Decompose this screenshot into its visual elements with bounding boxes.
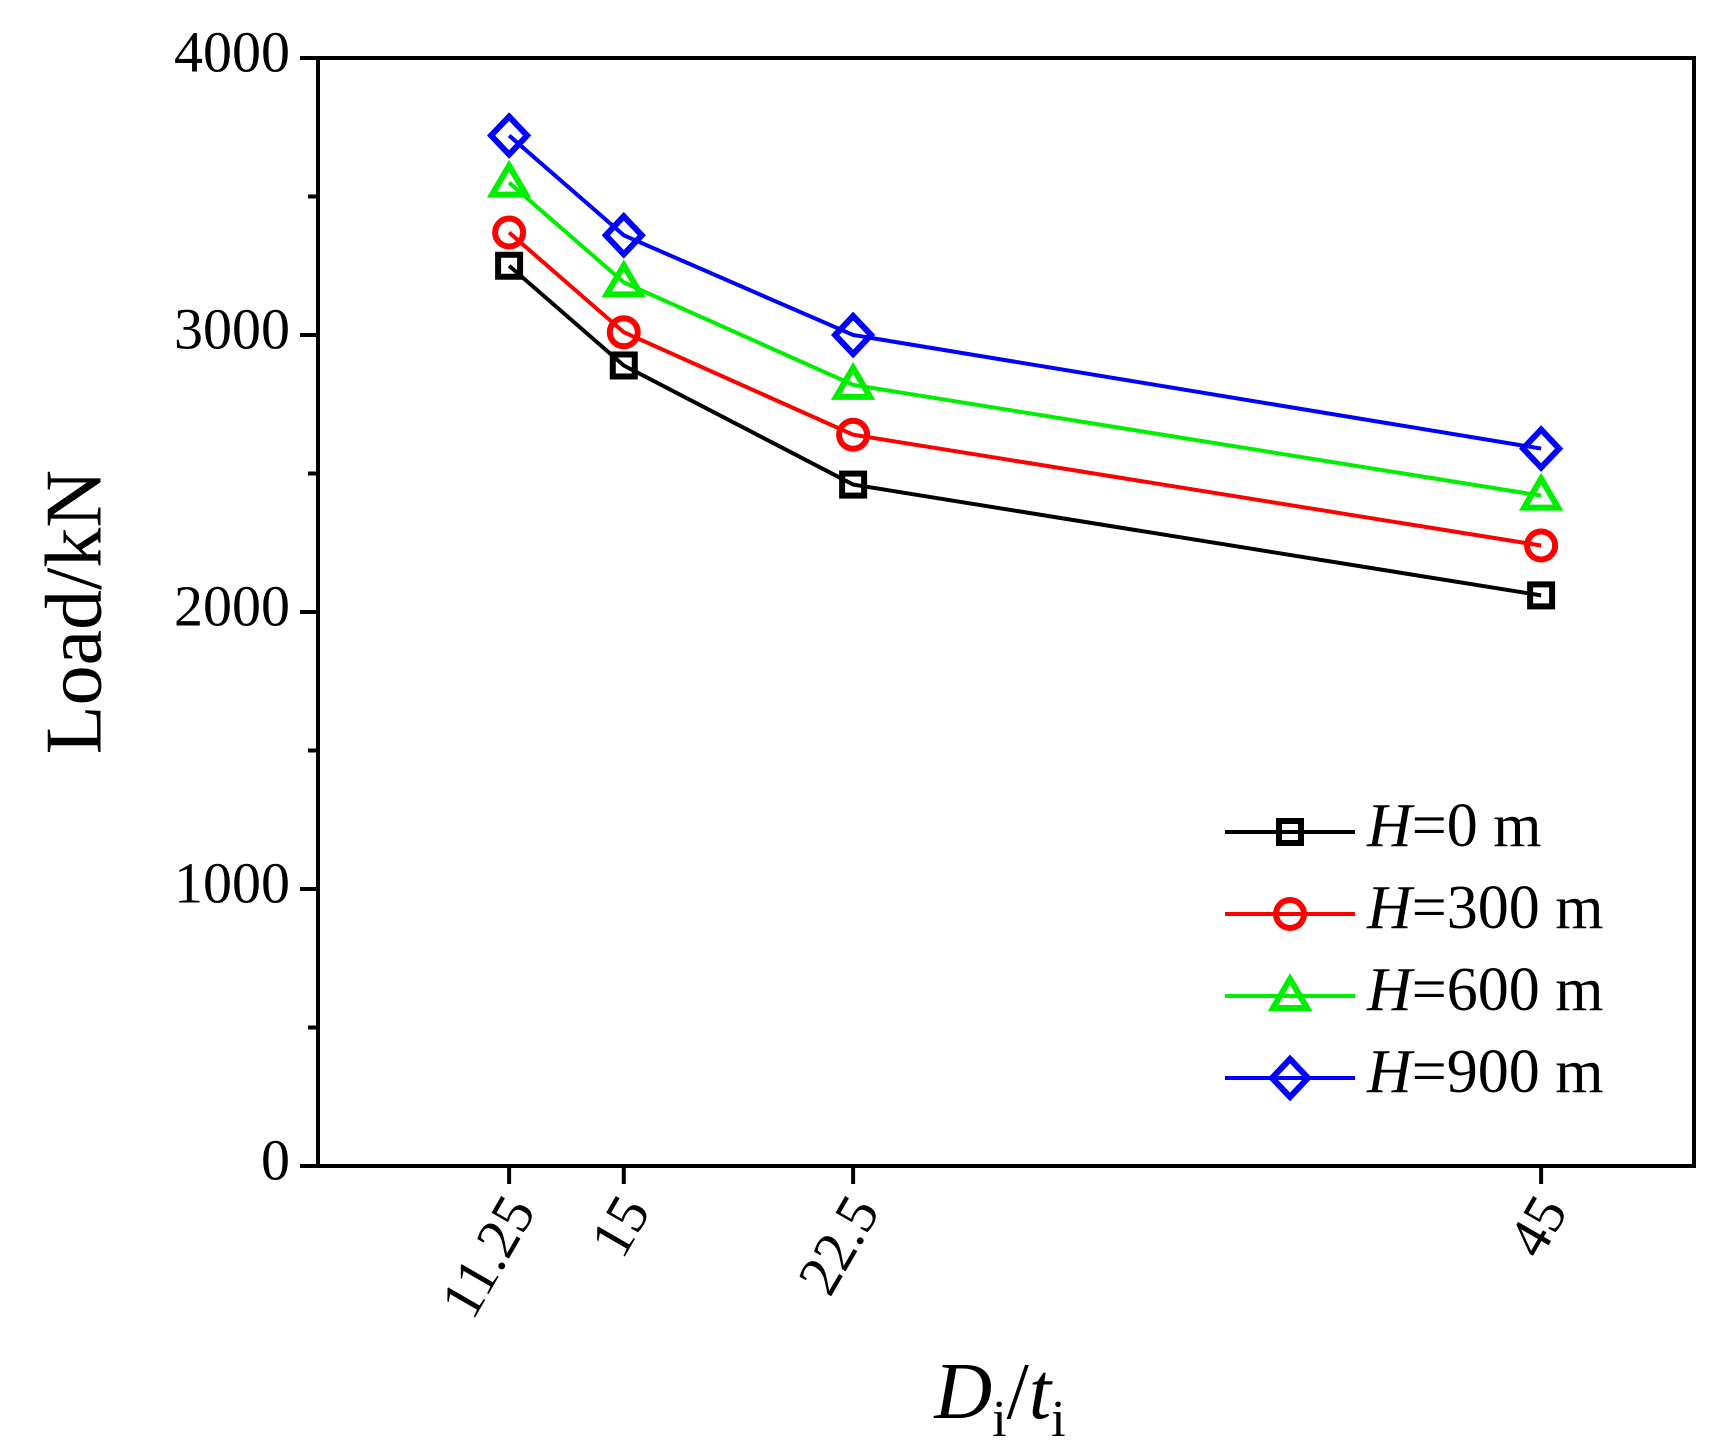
data-point (830, 361, 876, 400)
data-point (486, 112, 532, 159)
legend-marker (1267, 1054, 1313, 1102)
data-point (1518, 472, 1564, 511)
data-point (1527, 581, 1556, 610)
x-axis-label-sub-i1: i (992, 1391, 1006, 1448)
x-axis-label-t: t (1029, 1348, 1053, 1436)
x-axis-label-sub-i2: i (1051, 1391, 1065, 1448)
data-point (495, 251, 524, 280)
legend-marker (1267, 973, 1313, 1011)
series-layer (486, 112, 1564, 610)
data-point (609, 351, 638, 380)
legend-marker (1276, 818, 1304, 846)
data-point (830, 311, 876, 359)
series-line (507, 181, 1542, 498)
data-point (836, 417, 871, 452)
series-line (507, 231, 1542, 548)
legend-label-value: =0 m (1412, 792, 1542, 860)
y-tick-label: 2000 (174, 573, 290, 638)
legend-label-var: H (1366, 792, 1415, 860)
legend-label: H=0 m (1366, 792, 1541, 860)
plot-frame (316, 56, 1696, 1168)
data-point (486, 159, 532, 198)
y-tick-label: 3000 (174, 296, 290, 361)
x-axis-label: Di/ti (933, 1348, 1065, 1448)
data-point (492, 215, 527, 250)
y-axis-label: Load/kN (30, 470, 118, 754)
data-point (601, 259, 647, 298)
legend-label: H=900 m (1366, 1038, 1603, 1106)
data-point (1524, 528, 1559, 563)
legend-label: H=300 m (1366, 874, 1603, 942)
series-0 (495, 251, 1556, 610)
x-axis-label-slash: / (1007, 1348, 1030, 1436)
legend: H=0 mH=300 mH=600 mH=900 m (1225, 792, 1603, 1106)
series-3 (486, 112, 1564, 472)
legend-label-var: H (1366, 1038, 1415, 1106)
series-1 (492, 215, 1559, 563)
legend-item: H=0 m (1225, 792, 1541, 860)
series-line (507, 264, 1542, 598)
legend-item: H=600 m (1225, 956, 1603, 1024)
data-point (839, 470, 868, 499)
x-axis-label-d: D (933, 1348, 992, 1436)
legend-label: H=600 m (1366, 956, 1603, 1024)
data-point (601, 211, 646, 259)
y-tick-label: 0 (261, 1127, 290, 1192)
series-2 (486, 159, 1564, 511)
legend-label-var: H (1366, 956, 1415, 1024)
legend-label-value: =900 m (1412, 1038, 1604, 1106)
legend-label-value: =600 m (1412, 956, 1604, 1024)
y-tick-label: 1000 (174, 850, 290, 915)
y-tick-label: 4000 (174, 19, 290, 84)
legend-item: H=900 m (1225, 1038, 1603, 1106)
legend-marker (1273, 897, 1307, 931)
series-line (507, 134, 1542, 451)
legend-item: H=300 m (1225, 874, 1603, 942)
legend-label-value: =300 m (1412, 874, 1604, 942)
data-point (1518, 425, 1564, 472)
legend-label-var: H (1366, 874, 1415, 942)
data-point (606, 315, 641, 350)
